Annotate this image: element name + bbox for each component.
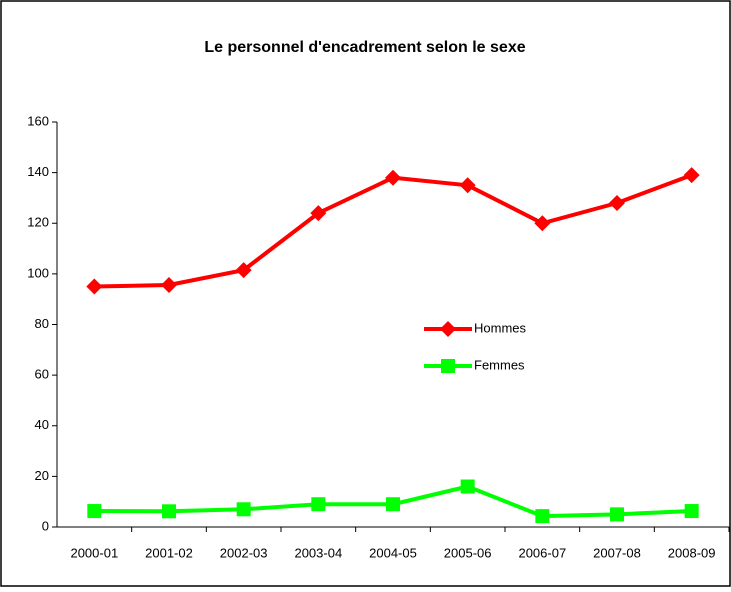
legend-marker	[440, 321, 456, 337]
point	[311, 497, 326, 512]
point	[236, 502, 251, 517]
legend-label: Hommes	[474, 320, 527, 335]
point	[609, 195, 625, 211]
legend-label: Femmes	[474, 357, 525, 372]
x-tick-label: 2004-05	[369, 545, 417, 560]
point	[534, 215, 551, 232]
point	[87, 504, 102, 519]
y-tick-label: 40	[35, 417, 49, 432]
y-tick-label: 100	[27, 265, 49, 280]
y-tick-label: 140	[27, 164, 49, 179]
point	[459, 177, 476, 194]
x-tick-label: 2001-02	[145, 545, 193, 560]
legend-marker	[441, 359, 455, 373]
point	[386, 497, 400, 512]
point	[610, 507, 624, 522]
x-tick-label: 2000-01	[70, 545, 118, 560]
x-tick-label: 2002-03	[220, 545, 268, 560]
y-tick-label: 120	[27, 215, 49, 230]
y-tick-label: 20	[35, 468, 49, 483]
x-tick-label: 2008-09	[668, 545, 716, 560]
x-tick-label: 2005-06	[444, 545, 492, 560]
x-tick-label: 2003-04	[294, 545, 342, 560]
point	[385, 169, 401, 186]
y-tick-label: 160	[27, 113, 49, 128]
point	[162, 504, 176, 519]
y-tick-label: 0	[42, 518, 49, 533]
point	[86, 278, 103, 295]
y-tick-label: 80	[35, 316, 49, 331]
point	[535, 509, 550, 524]
point	[683, 167, 700, 184]
point	[460, 479, 475, 494]
point	[235, 262, 252, 279]
x-tick-label: 2006-07	[518, 545, 566, 560]
point	[161, 277, 177, 294]
chart-title: Le personnel d'encadrement selon le sexe	[204, 39, 525, 56]
point	[684, 504, 699, 519]
point	[310, 205, 327, 222]
y-tick-label: 60	[35, 367, 49, 382]
x-tick-label: 2007-08	[593, 545, 641, 560]
